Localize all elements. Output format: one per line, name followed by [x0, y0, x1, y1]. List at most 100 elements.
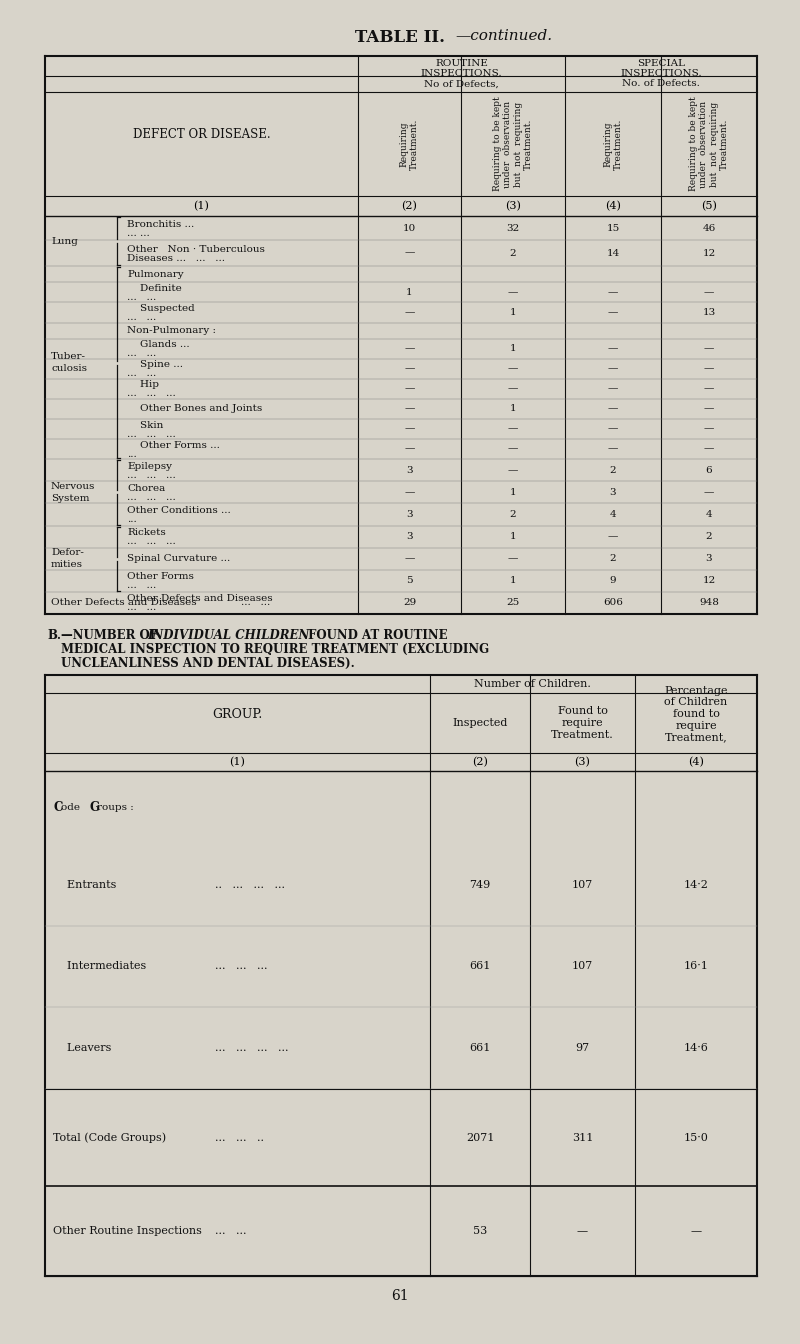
Text: 6: 6 — [706, 466, 712, 474]
Text: Defor-: Defor- — [51, 548, 84, 558]
Text: (1): (1) — [230, 757, 246, 767]
Text: Definite: Definite — [127, 284, 182, 293]
Text: —: — — [508, 384, 518, 394]
Text: 14·6: 14·6 — [683, 1043, 709, 1052]
Text: —: — — [704, 488, 714, 497]
Text: 1: 1 — [510, 577, 516, 586]
Text: 606: 606 — [603, 598, 623, 607]
Text: —: — — [577, 1226, 588, 1236]
Text: Intermediates: Intermediates — [53, 961, 146, 972]
Text: Other   Non · Tuberculous: Other Non · Tuberculous — [127, 245, 265, 254]
Text: culosis: culosis — [51, 364, 87, 374]
Text: 3: 3 — [406, 509, 413, 519]
Text: ROUTINE: ROUTINE — [435, 59, 488, 69]
Text: ...   ...   ...: ... ... ... — [127, 493, 176, 501]
Text: Total (Code Groups): Total (Code Groups) — [53, 1132, 166, 1142]
Text: Other Conditions ...: Other Conditions ... — [127, 505, 230, 515]
Text: ... ...: ... ... — [127, 228, 150, 238]
Text: 46: 46 — [702, 223, 716, 233]
Text: ...: ... — [127, 450, 137, 458]
Text: (2): (2) — [472, 757, 488, 767]
Text: 53: 53 — [473, 1226, 487, 1236]
Text: Non-Pulmonary :: Non-Pulmonary : — [127, 327, 216, 335]
Text: ...   ...: ... ... — [127, 582, 156, 590]
Text: Percentage
of Children
found to
require
Treatment,: Percentage of Children found to require … — [664, 685, 728, 742]
Text: —: — — [608, 445, 618, 454]
Text: —: — — [704, 344, 714, 353]
Text: Requiring to be kept
under  observation
but  not  requiring
Treatment.: Requiring to be kept under observation b… — [493, 97, 533, 191]
Text: —: — — [508, 445, 518, 454]
Text: 311: 311 — [572, 1133, 593, 1142]
Text: —: — — [608, 384, 618, 394]
Text: 32: 32 — [506, 223, 520, 233]
Text: Pulmonary: Pulmonary — [127, 270, 184, 278]
Text: 10: 10 — [403, 223, 416, 233]
Text: 749: 749 — [470, 880, 490, 890]
Text: 107: 107 — [572, 961, 593, 972]
Text: Chorea: Chorea — [127, 484, 166, 493]
Text: 2: 2 — [610, 554, 616, 563]
Text: —: — — [690, 1226, 702, 1236]
Text: INSPECTIONS.: INSPECTIONS. — [620, 70, 702, 78]
Text: Epilepsy: Epilepsy — [127, 462, 172, 470]
Text: Tuber-: Tuber- — [51, 352, 86, 362]
Text: —: — — [704, 364, 714, 374]
Text: —NUMBER OF: —NUMBER OF — [61, 629, 162, 642]
Text: 9: 9 — [610, 577, 616, 586]
Text: 97: 97 — [575, 1043, 590, 1052]
Text: 4: 4 — [610, 509, 616, 519]
Text: ode: ode — [61, 804, 86, 812]
Text: Lung: Lung — [51, 237, 78, 246]
Text: ...   ...: ... ... — [127, 313, 156, 323]
Text: —: — — [404, 554, 414, 563]
Text: 661: 661 — [470, 1043, 490, 1052]
Text: System: System — [51, 493, 90, 503]
Text: ...   ...   ...   ...: ... ... ... ... — [215, 1043, 289, 1052]
Text: —continued.: —continued. — [455, 30, 552, 43]
Text: Diseases ...   ...   ...: Diseases ... ... ... — [127, 254, 225, 262]
Text: —: — — [404, 384, 414, 394]
Text: —: — — [704, 288, 714, 297]
Text: —: — — [704, 445, 714, 454]
Text: 25: 25 — [506, 598, 520, 607]
Text: —: — — [608, 288, 618, 297]
Text: 29: 29 — [403, 598, 416, 607]
Text: Entrants: Entrants — [53, 880, 116, 890]
Text: Suspected: Suspected — [127, 304, 194, 313]
Text: No. of Defects.: No. of Defects. — [622, 79, 700, 89]
Text: 661: 661 — [470, 961, 490, 972]
Text: —: — — [608, 425, 618, 434]
Text: Rickets: Rickets — [127, 528, 166, 538]
Text: —: — — [404, 308, 414, 317]
Text: DEFECT OR DISEASE.: DEFECT OR DISEASE. — [133, 128, 270, 141]
Text: Leavers: Leavers — [53, 1043, 111, 1052]
Text: ...   ...: ... ... — [215, 1226, 246, 1236]
Text: Glands ...: Glands ... — [127, 340, 190, 349]
Text: ...: ... — [127, 515, 137, 524]
Text: (1): (1) — [194, 200, 210, 211]
Text: 2: 2 — [706, 532, 712, 542]
Text: 3: 3 — [610, 488, 616, 497]
Text: 1: 1 — [510, 344, 516, 353]
Text: —: — — [508, 554, 518, 563]
Text: —: — — [508, 425, 518, 434]
Text: (4): (4) — [605, 200, 621, 211]
Text: 13: 13 — [702, 308, 716, 317]
Text: FOUND AT ROUTINE: FOUND AT ROUTINE — [304, 629, 448, 642]
Text: ...   ...: ... ... — [127, 370, 156, 378]
Text: ...   ...: ... ... — [241, 598, 270, 607]
Text: 4: 4 — [706, 509, 712, 519]
Text: Other Routine Inspections: Other Routine Inspections — [53, 1226, 202, 1236]
Text: 2: 2 — [510, 509, 516, 519]
Text: (5): (5) — [701, 200, 717, 211]
Text: Spinal Curvature ...: Spinal Curvature ... — [127, 554, 230, 563]
Text: —: — — [704, 384, 714, 394]
Text: ...   ...: ... ... — [127, 349, 156, 358]
Text: Hip: Hip — [127, 380, 159, 390]
Text: INDIVIDUAL CHILDREN: INDIVIDUAL CHILDREN — [147, 629, 310, 642]
Text: —: — — [404, 405, 414, 414]
Text: ...   ...   ..: ... ... .. — [215, 1133, 264, 1142]
Text: 107: 107 — [572, 880, 593, 890]
Text: —: — — [608, 364, 618, 374]
Text: G: G — [89, 801, 99, 814]
